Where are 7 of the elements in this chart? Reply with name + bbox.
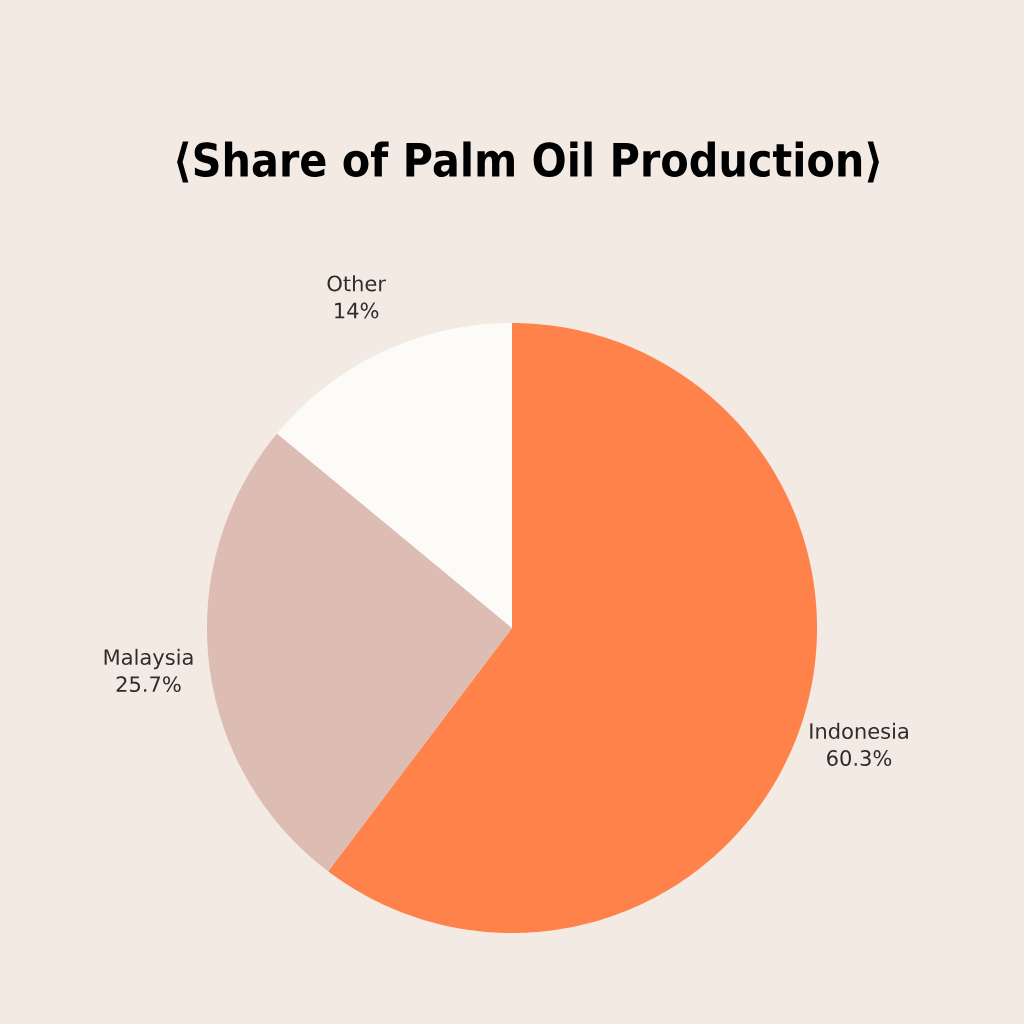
slice-label: Malaysia: [104, 648, 193, 670]
chart-title: ⟨Share of Palm Oil Production⟩: [177, 141, 879, 183]
slice-label: Other: [327, 275, 386, 292]
data-label: 14%: [335, 302, 379, 319]
data-label: 60.3%: [827, 750, 892, 766]
data-label: 25.7%: [116, 676, 181, 693]
slice-label: Indonesia: [810, 722, 908, 739]
